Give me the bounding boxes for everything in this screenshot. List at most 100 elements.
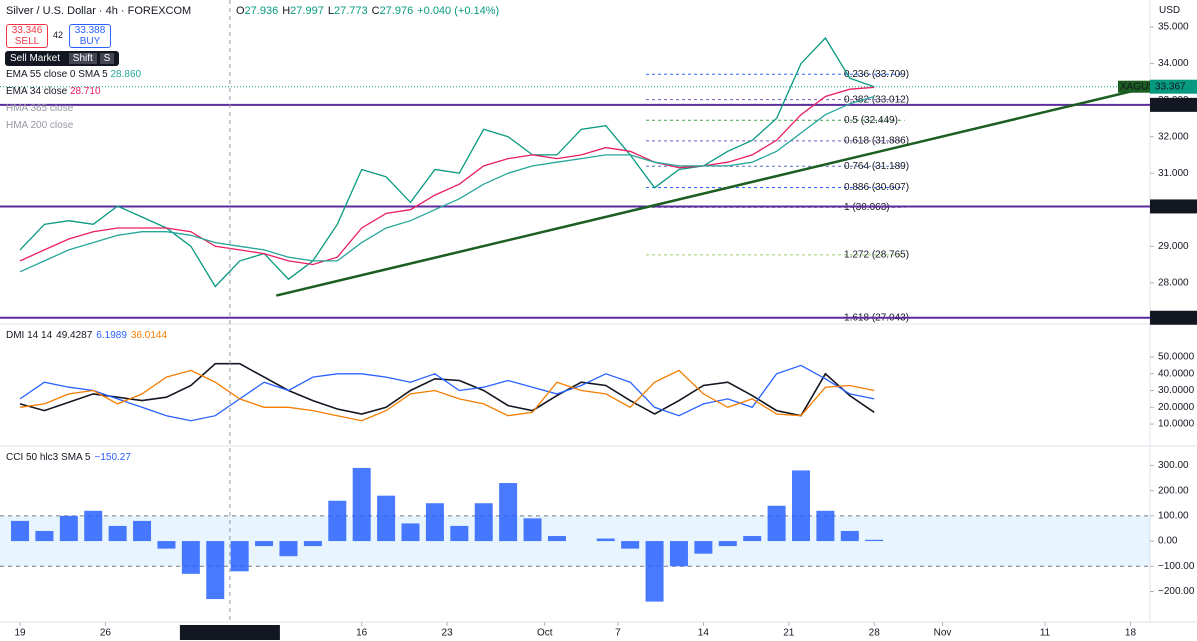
- legend-value: 28.710: [69, 86, 101, 97]
- y-tick-label: 0.00: [1158, 536, 1178, 547]
- buy-label: BUY: [79, 36, 101, 47]
- symbol-tag: [1118, 80, 1150, 93]
- sell-label: SELL: [14, 36, 40, 47]
- legend-name: CCI 50 hlc3 SMA 5: [6, 452, 91, 463]
- cci-band: [0, 515, 1150, 567]
- cci-bar: [547, 536, 566, 542]
- y-tick-label: 10.0000: [1158, 419, 1195, 430]
- x-tick-label: 18: [1125, 628, 1137, 639]
- fib-label: 0.382 (33.012): [844, 94, 909, 105]
- legend-value: −150.27: [94, 452, 131, 463]
- legend-name: EMA 34 close: [6, 86, 68, 97]
- legend-value: 6.1989: [96, 330, 127, 341]
- series-line: [19, 86, 875, 266]
- fib-label: 1 (30.063): [844, 202, 890, 213]
- series-line: [19, 364, 875, 422]
- spread: 42: [53, 30, 64, 40]
- cci-bar: [425, 503, 444, 542]
- x-tick-label: 23: [442, 628, 454, 639]
- y-tick-label: −100.00: [1158, 561, 1195, 572]
- legend-hma200: HMA 200 close: [6, 120, 74, 131]
- sell-button[interactable]: 33.346 SELL: [6, 24, 48, 48]
- legend-value: 49.4287: [56, 330, 93, 341]
- cci-bar: [230, 541, 249, 572]
- cci-bar: [816, 510, 835, 542]
- cci-bar: [84, 510, 103, 542]
- fib-label: 0.886 (30.607): [844, 182, 909, 193]
- buy-button[interactable]: 33.388 BUY: [69, 24, 111, 48]
- y-tick-label: 29.000: [1158, 241, 1189, 252]
- x-tick-label: 11: [1040, 628, 1051, 639]
- y-tick-label: 20.0000: [1158, 402, 1195, 413]
- x-tick-label: 26: [100, 628, 112, 639]
- y-tick-label: 300.00: [1158, 460, 1189, 471]
- ohlc-key: H: [282, 5, 291, 17]
- currency[interactable]: USD: [1159, 5, 1181, 16]
- level-tag-label: 32.870: [1155, 100, 1186, 111]
- y-tick-label: 30.0000: [1158, 385, 1195, 396]
- cci-bar: [157, 541, 176, 549]
- fib-label: 1.272 (28.765): [844, 249, 909, 260]
- cci-bar: [401, 523, 420, 542]
- y-tick-label: 31.000: [1158, 168, 1189, 179]
- sell-market: Sell Market: [10, 53, 61, 64]
- cci-bar: [181, 541, 200, 574]
- y-tick-label: −200.00: [1158, 586, 1195, 597]
- ohlc-key: L: [327, 5, 334, 17]
- ohlc-value: 27.976: [379, 5, 414, 17]
- x-tick-label: Oct: [537, 628, 553, 639]
- cci-bar: [791, 470, 810, 542]
- series-line: [19, 369, 875, 422]
- key: S: [99, 53, 115, 64]
- ohlc-value: 27.936: [244, 5, 279, 17]
- x-tick-label: 21: [783, 628, 795, 639]
- price-tag: [1150, 79, 1197, 94]
- y-tick-label: 100.00: [1158, 510, 1189, 521]
- x-tick-label: 28: [869, 628, 881, 639]
- legend-ema34: EMA 34 close 28.710: [6, 86, 101, 97]
- legend-ema55: EMA 55 close 0 SMA 5 28.860: [6, 69, 141, 80]
- ohlc-value: 27.997: [290, 5, 324, 17]
- cci-bar: [59, 515, 78, 542]
- level-tag: [1150, 310, 1197, 325]
- ohlc-value: 27.773: [333, 5, 368, 17]
- series-line: [19, 36, 875, 288]
- cci-bar: [645, 541, 664, 602]
- cci-bar: [669, 541, 688, 567]
- cci-bar: [328, 500, 347, 542]
- cci-bar: [523, 518, 542, 542]
- ohlc-key: O: [236, 5, 245, 17]
- indicator-legend: CCI 50 hlc3 SMA 5 −150.27: [6, 452, 131, 463]
- x-tick-label: 7: [615, 628, 621, 639]
- cci-bar: [865, 539, 884, 542]
- crosshair-time: 06:00: [250, 628, 275, 639]
- level-tag-label: 30.090: [1155, 201, 1186, 212]
- x-tick-label: 14: [698, 628, 710, 639]
- level-tag-label: 27.043: [1155, 312, 1186, 323]
- shift: Shift: [68, 53, 97, 64]
- cci-bar: [255, 541, 274, 547]
- cci-bar: [303, 541, 322, 547]
- legend-name: EMA 55 close 0 SMA 5: [6, 69, 108, 80]
- y-tick-label: 35.000: [1158, 22, 1189, 33]
- series-line: [19, 362, 875, 417]
- legend-value: 28.860: [110, 69, 142, 80]
- cci-bar: [499, 483, 518, 542]
- fib-label: 0.236 (33.709): [844, 69, 909, 80]
- y-tick-label: 28.000: [1158, 277, 1189, 288]
- fib-label: 0.5 (32.449): [844, 115, 898, 126]
- y-tick-label: 32.000: [1158, 131, 1189, 142]
- cci-bar: [767, 505, 786, 542]
- cci-bar: [279, 541, 298, 557]
- indicator-legend: DMI 14 14 49.4287 6.1989 36.0144: [6, 330, 167, 341]
- trendline: [275, 86, 1146, 297]
- cci-bar: [718, 541, 737, 547]
- symbol-tag-label: XAGUSD: [1120, 81, 1162, 92]
- header: Silver / U.S. Dollar · 4h · FOREXCOM: [6, 5, 191, 17]
- title: Silver / U.S. Dollar · 4h · FOREXCOM: [6, 5, 192, 17]
- cci-bar: [206, 541, 225, 600]
- legend-name: DMI 14 14: [6, 330, 53, 341]
- ohlc-key: C: [371, 5, 380, 17]
